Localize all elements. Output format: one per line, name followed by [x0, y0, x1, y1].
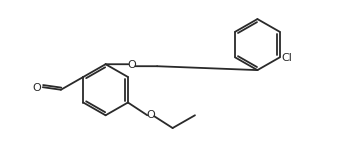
- Text: O: O: [127, 60, 136, 70]
- Text: O: O: [32, 83, 41, 93]
- Text: Cl: Cl: [282, 53, 293, 63]
- Text: O: O: [146, 110, 155, 120]
